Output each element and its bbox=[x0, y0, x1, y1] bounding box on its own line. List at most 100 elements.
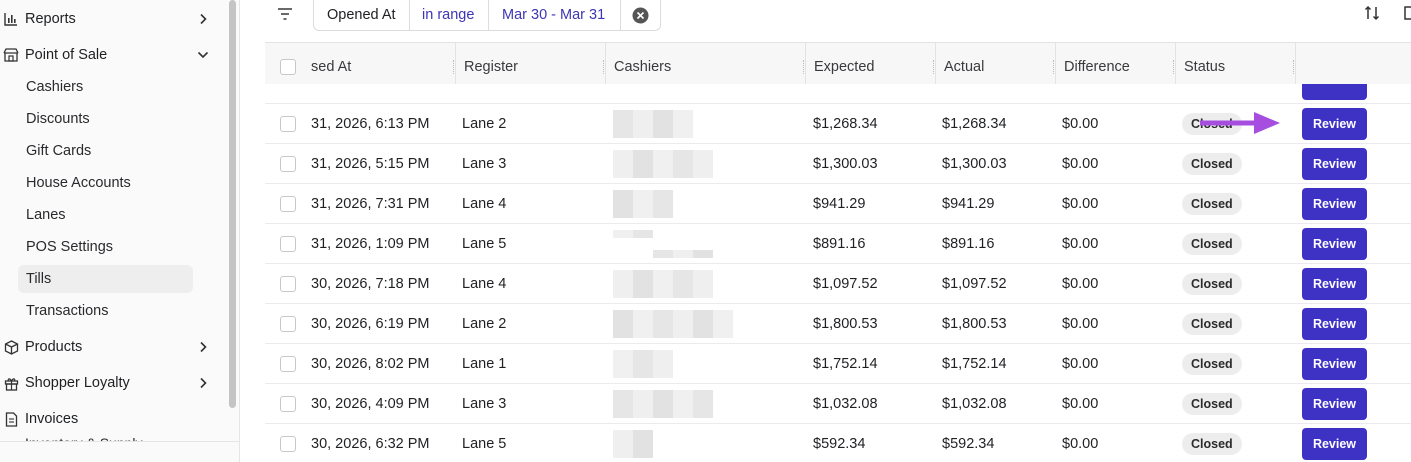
row-checkbox[interactable] bbox=[280, 156, 296, 172]
table-row[interactable]: 31, 2026, 1:09 PM Lane 5 $891.16 $891.16 $0.… bbox=[265, 224, 1411, 264]
cell-actual: $1,800.53 bbox=[942, 316, 1007, 332]
sidebar-item-discounts[interactable]: Discounts bbox=[26, 111, 90, 127]
sidebar: Reports Point of Sale Cashiers Discounts Gi… bbox=[0, 0, 240, 462]
filter-field-chip[interactable]: Opened At bbox=[313, 0, 410, 31]
annotation-arrow-icon bbox=[1200, 112, 1280, 134]
column-header-difference[interactable]: Difference bbox=[1055, 43, 1175, 91]
row-checkbox[interactable] bbox=[280, 276, 296, 292]
filter-icon[interactable] bbox=[276, 6, 294, 22]
remove-filter-button[interactable] bbox=[620, 0, 661, 31]
table-row[interactable]: 31, 2026, 5:15 PM Lane 3 $1,300.03 $1,300.0… bbox=[265, 144, 1411, 184]
sidebar-item-tills[interactable]: Tills bbox=[18, 265, 193, 293]
column-header-cashiers[interactable]: Cashiers bbox=[605, 43, 805, 91]
sidebar-item-pos-settings[interactable]: POS Settings bbox=[26, 239, 114, 255]
review-button[interactable]: Review bbox=[1302, 108, 1367, 140]
sidebar-item-lanes[interactable]: Lanes bbox=[26, 207, 66, 223]
column-resize-handle[interactable] bbox=[1053, 60, 1055, 74]
redacted-cashier-block bbox=[613, 350, 633, 378]
row-checkbox[interactable] bbox=[280, 316, 296, 332]
sidebar-item-products[interactable]: Products bbox=[0, 332, 222, 362]
columns-icon[interactable] bbox=[1404, 5, 1411, 21]
cell-register: Lane 5 bbox=[462, 236, 507, 252]
sort-icon[interactable] bbox=[1364, 5, 1380, 21]
table-row[interactable]: 30, 2026, 7:18 PM Lane 4 $1,097.52 $1,097.5… bbox=[265, 264, 1411, 304]
redacted-cashier-block bbox=[613, 190, 633, 218]
chevron-right-icon[interactable] bbox=[196, 12, 210, 26]
column-header-label: Register bbox=[464, 59, 518, 75]
column-header-sed-at[interactable]: sed At bbox=[311, 43, 455, 91]
table-row[interactable]: 30, 2026, 6:32 PM Lane 5 $592.34 $592.34 $0.… bbox=[265, 424, 1411, 462]
sidebar-item-point-of-sale[interactable]: Point of Sale bbox=[0, 40, 222, 70]
column-resize-handle[interactable] bbox=[803, 60, 805, 74]
chevron-down-icon[interactable] bbox=[196, 48, 210, 62]
cell-difference: $0.00 bbox=[1062, 356, 1099, 372]
cell-actions: Review bbox=[1302, 104, 1367, 144]
redacted-cashier-block bbox=[653, 310, 673, 338]
column-header-register[interactable]: Register bbox=[455, 43, 605, 91]
chevron-right-icon[interactable] bbox=[196, 376, 210, 390]
column-header-label: Difference bbox=[1064, 59, 1130, 75]
sidebar-item-transactions[interactable]: Transactions bbox=[26, 303, 109, 319]
row-checkbox[interactable] bbox=[280, 116, 296, 132]
select-all-checkbox[interactable] bbox=[280, 59, 296, 75]
chevron-right-icon[interactable] bbox=[196, 340, 210, 354]
row-select-cell bbox=[280, 264, 296, 304]
sidebar-item-shopper-loyalty[interactable]: Shopper Loyalty bbox=[0, 368, 222, 398]
redacted-cashier-block bbox=[633, 350, 653, 378]
cell-actions: Review bbox=[1302, 304, 1367, 344]
column-header-status[interactable]: Status bbox=[1175, 43, 1295, 91]
table-row[interactable]: 30, 2026, 8:02 PM Lane 1 $1,752.14 $1,752.1… bbox=[265, 344, 1411, 384]
redacted-cashier-block bbox=[613, 150, 633, 178]
sidebar-item-reports[interactable]: Reports bbox=[0, 4, 222, 34]
column-header-actual[interactable]: Actual bbox=[935, 43, 1055, 91]
column-header-label: sed At bbox=[311, 59, 352, 75]
review-button[interactable]: Review bbox=[1302, 428, 1367, 460]
row-checkbox[interactable] bbox=[280, 236, 296, 252]
review-button[interactable]: Review bbox=[1302, 348, 1367, 380]
header-select-cell bbox=[265, 43, 311, 91]
column-resize-handle[interactable] bbox=[603, 60, 605, 74]
sidebar-item-cashiers[interactable]: Cashiers bbox=[26, 79, 84, 95]
sidebar-scrollbar[interactable] bbox=[229, 0, 236, 408]
row-checkbox[interactable] bbox=[280, 396, 296, 412]
column-resize-handle[interactable] bbox=[933, 60, 935, 74]
review-button[interactable]: Review bbox=[1302, 188, 1367, 220]
cell-status: Closed bbox=[1182, 184, 1242, 224]
review-button[interactable]: Review bbox=[1302, 268, 1367, 300]
review-button[interactable]: Review bbox=[1302, 228, 1367, 260]
table-row[interactable]: 30, 2026, 4:09 PM Lane 3 $1,032.08 $1,032.0… bbox=[265, 384, 1411, 424]
redacted-cashier-block bbox=[633, 430, 653, 458]
row-checkbox[interactable] bbox=[280, 436, 296, 452]
cell-difference: $0.00 bbox=[1062, 156, 1099, 172]
sidebar-item-invoices[interactable]: Invoices bbox=[0, 404, 222, 434]
filter-operator-chip[interactable]: in range bbox=[409, 0, 489, 31]
row-checkbox[interactable] bbox=[280, 196, 296, 212]
column-header-label: Cashiers bbox=[614, 59, 672, 75]
cell-opened: 31, 2026, 6:13 PM bbox=[311, 116, 430, 132]
cell-status: Closed bbox=[1182, 264, 1242, 304]
sidebar-item-house-accounts[interactable]: House Accounts bbox=[26, 175, 131, 191]
cell-expected: $592.34 bbox=[813, 436, 866, 452]
column-header-expected[interactable]: Expected bbox=[805, 43, 935, 91]
cell-opened: 30, 2026, 6:32 PM bbox=[311, 436, 430, 452]
column-resize-handle[interactable] bbox=[1293, 60, 1295, 74]
table-row[interactable]: 31, 2026, 7:31 PM Lane 4 $941.29 $941.29 $0.… bbox=[265, 184, 1411, 224]
cell-actions: Review bbox=[1302, 424, 1367, 462]
document-icon bbox=[3, 411, 19, 427]
redacted-cashier-block bbox=[633, 150, 653, 178]
review-button[interactable]: Review bbox=[1302, 148, 1367, 180]
review-button[interactable]: Review bbox=[1302, 308, 1367, 340]
cell-actions: Review bbox=[1302, 344, 1367, 384]
cell-opened: 31, 2026, 7:31 PM bbox=[311, 196, 430, 212]
review-button[interactable]: Review bbox=[1302, 388, 1367, 420]
sidebar-item-gift-cards[interactable]: Gift Cards bbox=[26, 143, 92, 159]
cell-opened: 31, 2026, 1:09 PM bbox=[311, 236, 430, 252]
column-resize-handle[interactable] bbox=[453, 60, 455, 74]
column-header-label: Expected bbox=[814, 59, 875, 75]
column-resize-handle[interactable] bbox=[1173, 60, 1175, 74]
table-row[interactable]: 30, 2026, 6:19 PM Lane 2 $1,800.53 $1,800.5… bbox=[265, 304, 1411, 344]
row-checkbox[interactable] bbox=[280, 356, 296, 372]
status-badge: Closed bbox=[1182, 393, 1242, 415]
review-button[interactable] bbox=[1302, 84, 1367, 100]
filter-value-chip[interactable]: Mar 30 - Mar 31 bbox=[488, 0, 621, 31]
